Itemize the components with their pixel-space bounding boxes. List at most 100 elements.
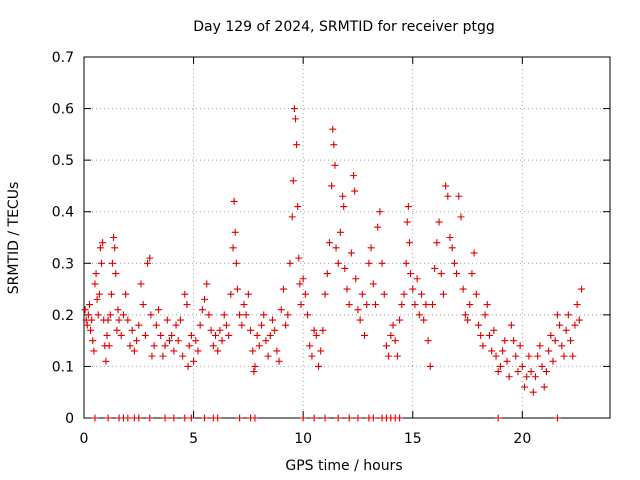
y-tick-label: 0	[65, 411, 74, 427]
data-point	[187, 331, 195, 339]
data-point	[126, 342, 134, 350]
data-point	[299, 414, 307, 422]
data-point	[549, 357, 557, 365]
data-point	[112, 270, 120, 278]
data-point	[255, 342, 263, 350]
data-point	[250, 368, 258, 376]
data-point	[106, 311, 114, 319]
data-point	[428, 301, 436, 309]
data-point	[91, 414, 99, 422]
data-point	[174, 337, 182, 345]
data-point	[317, 347, 325, 355]
data-point	[147, 311, 155, 319]
data-point	[119, 311, 127, 319]
data-point	[351, 187, 359, 195]
data-point	[518, 362, 526, 370]
data-point	[510, 337, 518, 345]
data-point	[190, 357, 198, 365]
data-point	[230, 197, 238, 205]
data-point	[232, 259, 240, 267]
data-point	[516, 342, 524, 350]
data-point	[331, 161, 339, 169]
data-point	[95, 290, 103, 298]
data-point	[490, 326, 498, 334]
axes	[83, 56, 611, 419]
data-point	[402, 259, 410, 267]
data-point	[247, 326, 255, 334]
data-point	[103, 331, 111, 339]
data-point	[358, 290, 366, 298]
data-point	[512, 352, 520, 360]
data-point	[431, 264, 439, 272]
data-point	[332, 244, 340, 252]
data-point	[391, 337, 399, 345]
data-point	[514, 368, 522, 376]
data-point	[108, 259, 116, 267]
data-point	[83, 321, 91, 329]
y-tick-label: 0.6	[52, 102, 74, 118]
data-point	[323, 270, 331, 278]
data-point	[146, 254, 154, 262]
data-point	[264, 352, 272, 360]
data-point	[330, 141, 338, 149]
data-point	[525, 352, 533, 360]
data-point	[291, 115, 299, 123]
data-point	[477, 331, 485, 339]
data-point	[426, 362, 434, 370]
data-point	[141, 331, 149, 339]
data-point	[172, 321, 180, 329]
data-point	[466, 301, 474, 309]
data-point	[89, 337, 97, 345]
chart-title: Day 129 of 2024, SRMTID for receiver ptg…	[193, 19, 495, 35]
data-point	[453, 270, 461, 278]
data-point	[110, 234, 118, 241]
data-point	[117, 331, 125, 339]
data-point	[455, 192, 463, 200]
data-point	[334, 259, 342, 267]
data-point	[367, 244, 375, 252]
data-point	[400, 290, 408, 298]
data-point	[553, 311, 561, 319]
data-point	[293, 141, 301, 149]
data-point	[260, 311, 268, 319]
data-point	[494, 368, 502, 376]
data-point	[341, 264, 349, 272]
x-tick-label: 0	[80, 431, 89, 447]
data-point	[183, 301, 191, 309]
data-point	[124, 316, 132, 324]
data-point	[371, 301, 379, 309]
data-point	[104, 316, 112, 324]
data-point	[573, 301, 581, 309]
data-point	[442, 182, 450, 190]
data-point	[569, 352, 577, 360]
data-point	[560, 352, 568, 360]
data-point	[107, 290, 115, 298]
data-point	[196, 321, 204, 329]
data-point	[294, 203, 302, 211]
data-point	[122, 290, 130, 298]
data-point	[485, 331, 493, 339]
data-point	[105, 342, 113, 350]
data-point	[128, 326, 136, 334]
data-point	[181, 290, 189, 298]
data-point	[521, 383, 529, 391]
data-point	[236, 311, 244, 319]
data-point	[468, 270, 476, 278]
data-point	[312, 331, 320, 339]
data-point	[540, 383, 548, 391]
data-point	[144, 259, 152, 267]
data-point	[161, 414, 169, 422]
data-point	[91, 280, 99, 288]
data-point	[304, 311, 312, 319]
data-point	[229, 244, 237, 252]
data-point	[258, 321, 266, 329]
data-point	[306, 342, 314, 350]
y-tick-label: 0.3	[52, 256, 74, 272]
data-point	[459, 285, 467, 293]
data-point	[545, 347, 553, 355]
data-point	[85, 301, 93, 309]
x-tick-label: 20	[513, 431, 531, 447]
data-point	[225, 331, 233, 339]
